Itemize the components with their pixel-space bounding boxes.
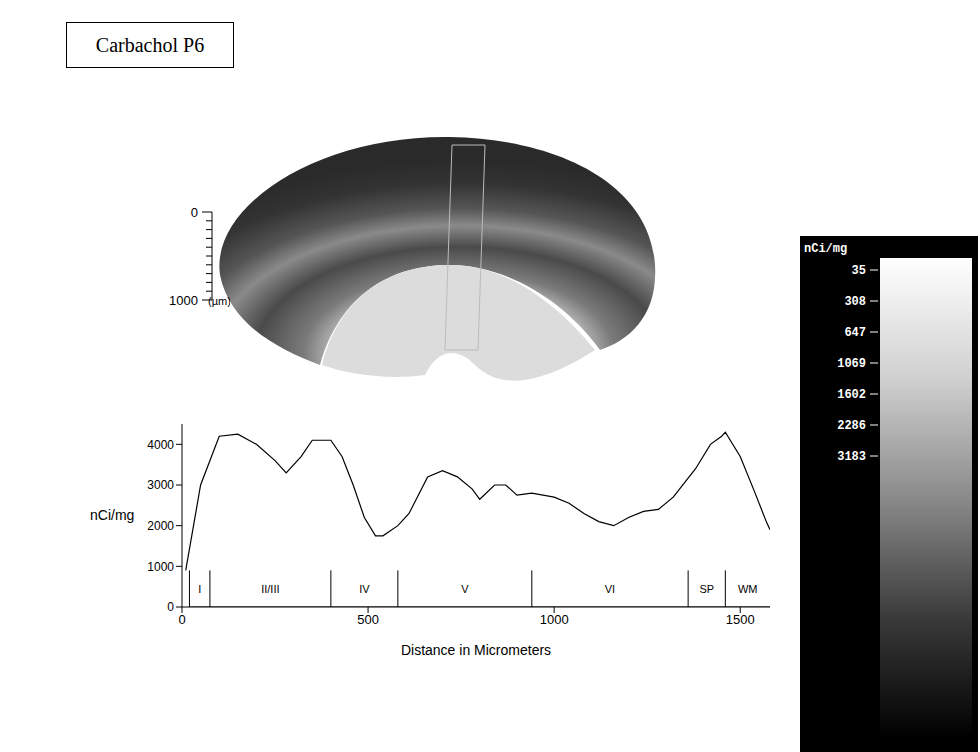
svg-text:0: 0 <box>178 612 185 627</box>
svg-text:2000: 2000 <box>147 519 174 533</box>
svg-text:IV: IV <box>359 583 370 595</box>
svg-text:2286: 2286 <box>837 419 866 433</box>
svg-text:WM: WM <box>738 583 758 595</box>
svg-text:SP: SP <box>699 583 714 595</box>
svg-text:1000: 1000 <box>169 293 198 308</box>
svg-text:V: V <box>461 583 469 595</box>
svg-text:4000: 4000 <box>147 438 174 452</box>
svg-text:(µm): (µm) <box>208 295 230 307</box>
svg-text:1000: 1000 <box>147 560 174 574</box>
svg-text:1069: 1069 <box>837 357 866 371</box>
svg-text:I: I <box>198 583 201 595</box>
svg-text:35: 35 <box>852 264 866 278</box>
svg-text:1500: 1500 <box>726 612 755 627</box>
svg-text:3183: 3183 <box>837 450 866 464</box>
html-text:Carbachol P6: Carbachol P6 <box>95 33 205 56</box>
svg-text:647: 647 <box>844 326 866 340</box>
svg-text:nCi/mg: nCi/mg <box>804 242 847 256</box>
svg-text:3000: 3000 <box>147 478 174 492</box>
svg-text:0: 0 <box>167 600 174 614</box>
svg-text:308: 308 <box>844 295 866 309</box>
svg-text:0: 0 <box>191 205 198 220</box>
svg-text:nCi/mg: nCi/mg <box>90 507 134 523</box>
svg-text:500: 500 <box>357 612 379 627</box>
svg-text:VI: VI <box>605 583 615 595</box>
svg-text:1602: 1602 <box>837 388 866 402</box>
svg-text:Distance in Micrometers: Distance in Micrometers <box>401 642 551 658</box>
svg-text:1000: 1000 <box>540 612 569 627</box>
svg-text:II/III: II/III <box>261 583 279 595</box>
